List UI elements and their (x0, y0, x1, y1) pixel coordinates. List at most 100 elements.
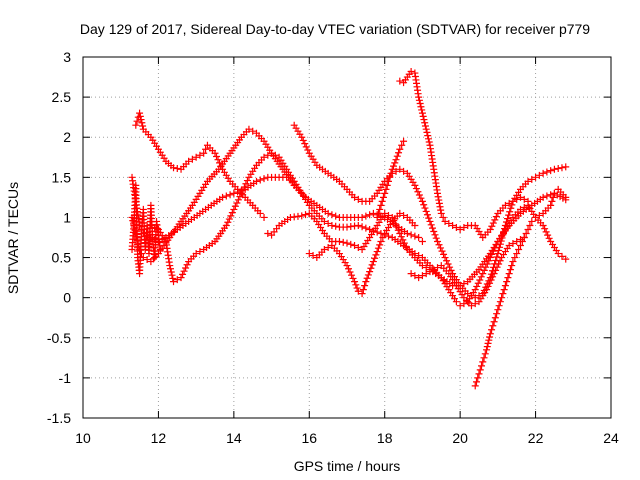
data-point (487, 276, 495, 284)
data-point (183, 261, 191, 269)
data-point (328, 221, 336, 229)
data-point (518, 238, 526, 246)
data-point (526, 221, 534, 229)
data-point (384, 232, 392, 240)
data-point (509, 240, 517, 248)
data-point (495, 260, 503, 268)
data-point (502, 218, 510, 226)
data-point (496, 240, 504, 248)
data-point (170, 164, 178, 172)
data-point (387, 169, 395, 177)
data-point (368, 261, 376, 269)
data-point (182, 264, 190, 272)
data-point (548, 197, 556, 205)
data-point (547, 201, 555, 209)
data-point (177, 274, 185, 282)
data-point (486, 330, 494, 338)
data-point (421, 204, 429, 212)
data-point (196, 151, 204, 159)
data-point (421, 122, 429, 130)
data-point (391, 159, 399, 167)
data-point (422, 264, 430, 272)
data-point (426, 217, 434, 225)
data-point (132, 121, 140, 129)
data-point (501, 282, 509, 290)
data-point (358, 223, 366, 231)
data-point (390, 162, 398, 170)
data-point (547, 167, 555, 175)
data-point (343, 262, 351, 270)
data-point (345, 265, 353, 273)
data-point (407, 67, 415, 75)
data-point (524, 197, 532, 205)
data-point (381, 209, 389, 217)
data-point (434, 193, 442, 201)
data-point (369, 258, 377, 266)
y-tick-label: 3 (63, 49, 71, 65)
data-point (434, 264, 442, 272)
data-point (486, 333, 494, 341)
data-point (499, 231, 507, 239)
data-point (480, 354, 488, 362)
data-point (504, 274, 512, 282)
data-point (415, 191, 423, 199)
data-point (486, 279, 494, 287)
data-point (411, 181, 419, 189)
data-point (501, 201, 509, 209)
data-point (484, 282, 492, 290)
data-point (214, 156, 222, 164)
data-point (446, 263, 454, 271)
y-tick-label: 1 (63, 209, 71, 225)
data-point (260, 153, 268, 161)
data-point (222, 192, 230, 200)
data-point (562, 255, 570, 263)
data-point (200, 149, 208, 157)
data-point (486, 225, 494, 233)
data-point (137, 116, 145, 124)
data-point (506, 266, 514, 274)
data-point (271, 151, 279, 159)
data-point (549, 193, 557, 201)
data-point (493, 310, 501, 318)
data-point (471, 300, 479, 308)
data-point (138, 119, 146, 127)
data-point (196, 248, 204, 256)
y-tick-label: 2 (63, 129, 71, 145)
data-point (411, 221, 419, 229)
data-point (324, 209, 332, 217)
data-point (539, 221, 547, 229)
data-point (435, 241, 443, 249)
data-point (554, 165, 562, 173)
data-point (460, 280, 468, 288)
data-point (381, 189, 389, 197)
x-tick-label: 20 (452, 430, 468, 446)
data-point (528, 175, 536, 183)
data-point (328, 211, 336, 219)
data-point (511, 254, 519, 262)
data-point (456, 302, 464, 310)
data-point (320, 217, 328, 225)
data-point (298, 212, 306, 220)
data-point (352, 281, 360, 289)
data-point (226, 191, 234, 199)
data-point (471, 382, 479, 390)
data-point (478, 362, 486, 370)
data-point (379, 193, 387, 201)
data-point (219, 193, 227, 201)
data-point (489, 219, 497, 227)
data-point (422, 125, 430, 133)
data-point (508, 262, 516, 270)
data-point (136, 109, 144, 117)
data-point (173, 165, 181, 173)
data-point (432, 234, 440, 242)
data-point (498, 234, 506, 242)
data-point (520, 195, 528, 203)
data-point (415, 93, 423, 101)
data-point (489, 322, 497, 330)
data-point (515, 246, 523, 254)
data-point (354, 221, 362, 229)
x-tick-label: 18 (377, 430, 393, 446)
data-point (400, 137, 408, 145)
data-point (358, 290, 366, 298)
data-point (351, 193, 359, 201)
